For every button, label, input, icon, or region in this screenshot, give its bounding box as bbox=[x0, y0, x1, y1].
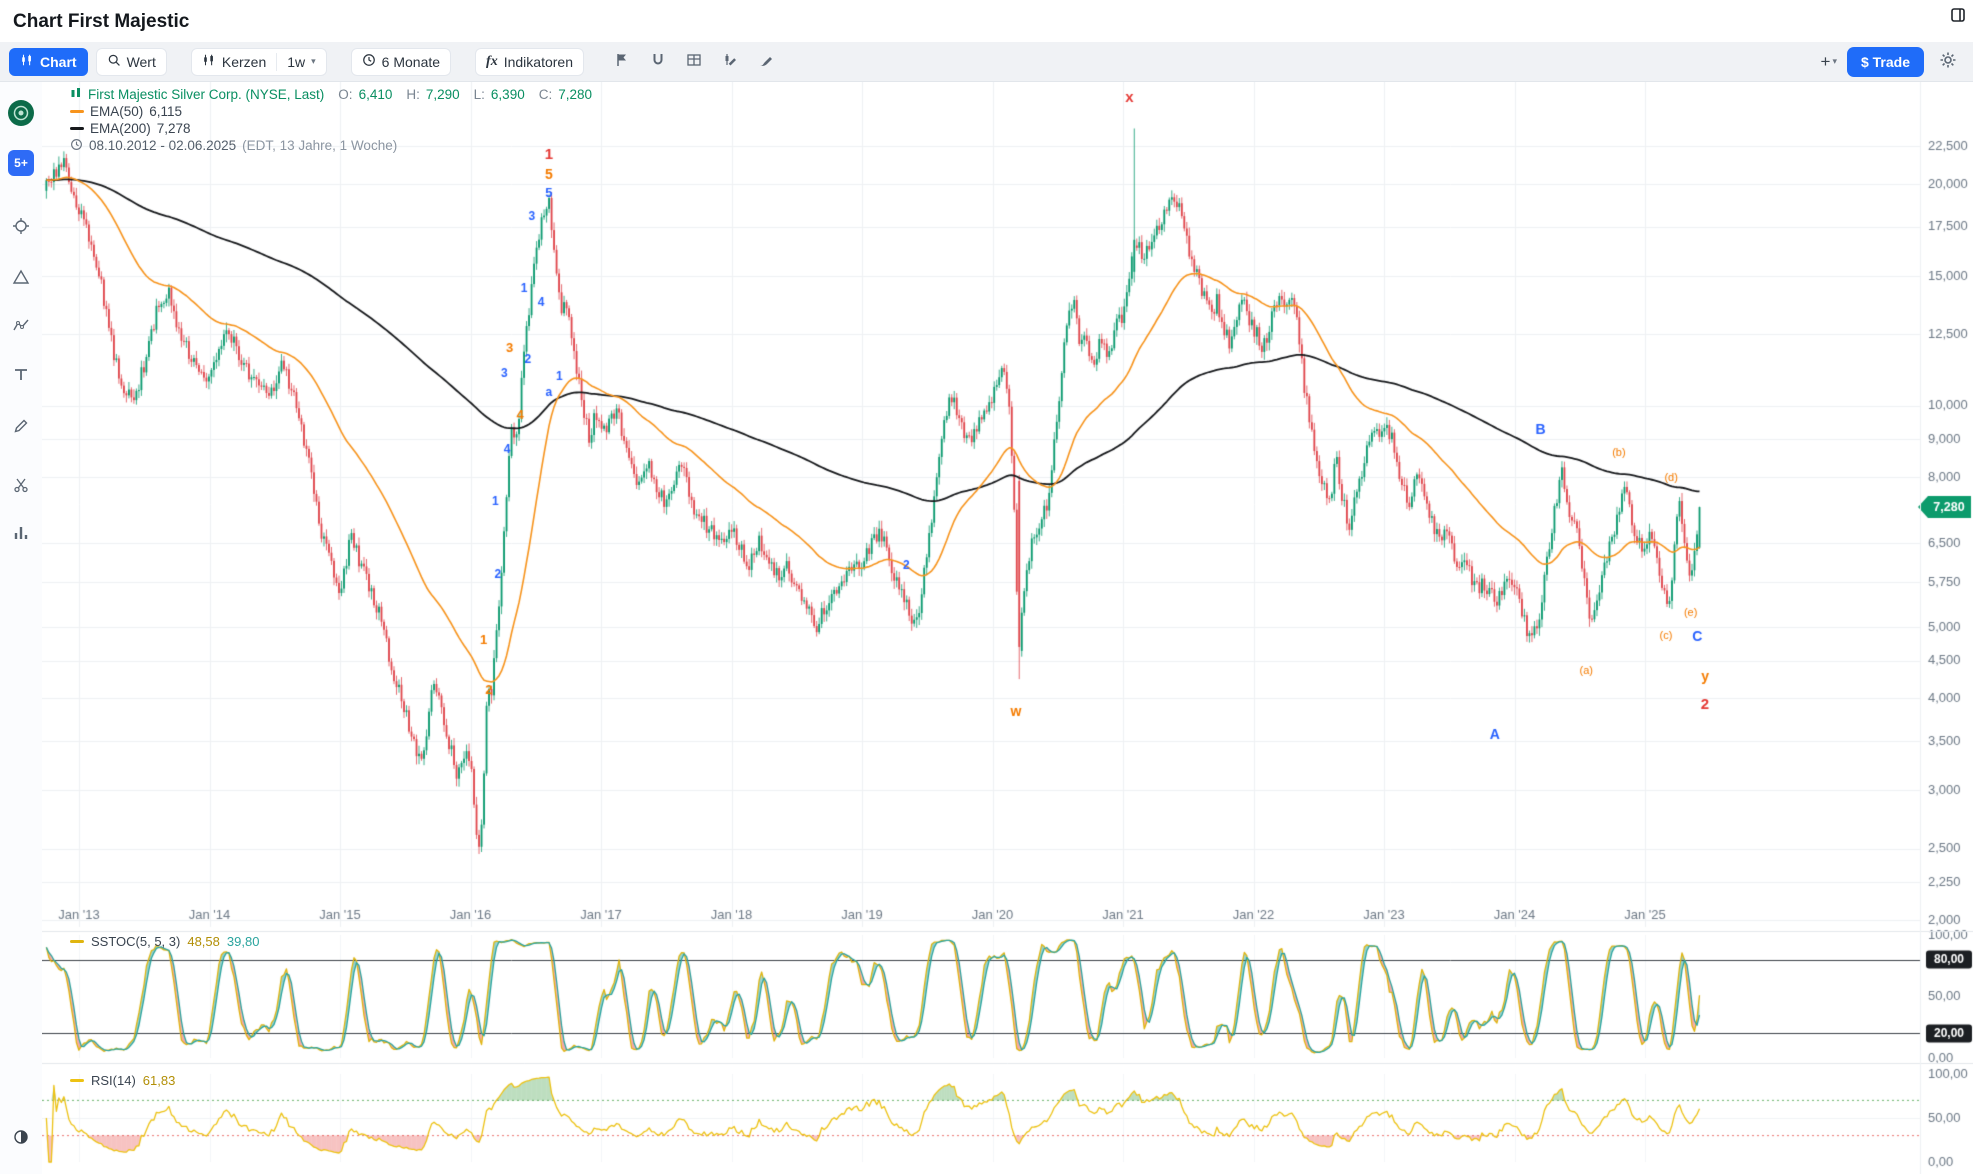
triangle-tool-button[interactable] bbox=[8, 266, 34, 292]
text-icon bbox=[12, 366, 30, 389]
rsi-legend-row[interactable]: RSI(14) 61,83 bbox=[70, 1073, 175, 1088]
ema50-legend-row[interactable]: EMA(50) 6,115 bbox=[70, 103, 592, 120]
symbol-search-button[interactable]: Wert bbox=[95, 47, 167, 76]
flag-icon bbox=[614, 52, 630, 71]
price-chart-canvas[interactable] bbox=[42, 82, 1973, 1174]
plus-icon: + bbox=[1820, 51, 1831, 71]
triangle-icon bbox=[12, 268, 30, 291]
text-tool-button[interactable] bbox=[8, 364, 34, 390]
stoch-k-value: 48,58 bbox=[187, 934, 220, 949]
crosshair-tool-button[interactable] bbox=[8, 215, 34, 241]
watchlist-count-badge[interactable]: 5+ bbox=[8, 150, 34, 176]
add-panel-button[interactable]: + ▾ bbox=[1821, 52, 1837, 72]
titlebar: Chart First Majestic bbox=[0, 0, 1973, 42]
instrument-icon bbox=[70, 87, 82, 102]
chart-type-interval-group: Kerzen 1w ▾ bbox=[190, 47, 327, 76]
table-icon-button[interactable] bbox=[680, 48, 708, 76]
trade-button[interactable]: $ Trade bbox=[1846, 46, 1924, 77]
interval-button[interactable]: 1w ▾ bbox=[277, 49, 325, 75]
stoch-legend-row[interactable]: SSTOC(5, 5, 3) 48,58 39,80 bbox=[70, 934, 259, 949]
instrument-legend-row[interactable]: First Majestic Silver Corp. (NYSE, Last)… bbox=[70, 86, 592, 103]
theme-toggle-icon bbox=[12, 1128, 30, 1151]
bar-columns-icon bbox=[12, 524, 30, 547]
layout-panel-icon[interactable] bbox=[1951, 8, 1965, 27]
clock-icon bbox=[362, 53, 376, 70]
elliott-wave-tool-button[interactable] bbox=[8, 315, 34, 341]
pencil-icon bbox=[12, 417, 30, 440]
stoch-swatch bbox=[70, 940, 84, 943]
date-range-row: 08.10.2012 - 02.06.2025 (EDT, 13 Jahre, … bbox=[70, 137, 592, 154]
interval-label: 1w bbox=[287, 53, 306, 70]
ema200-swatch bbox=[70, 127, 84, 130]
chevron-down-icon: ▾ bbox=[1832, 56, 1837, 66]
zigzag-icon bbox=[12, 317, 30, 340]
scissors-icon bbox=[12, 476, 30, 499]
candlestick-icon bbox=[20, 53, 34, 70]
toolbar-right: + ▾ $ Trade bbox=[1821, 46, 1965, 77]
chart-type-label: Kerzen bbox=[221, 53, 267, 70]
ema50-swatch bbox=[70, 110, 84, 113]
chart-legend: First Majestic Silver Corp. (NYSE, Last)… bbox=[70, 86, 592, 154]
gear-icon bbox=[1939, 51, 1957, 72]
low-value: 6,390 bbox=[490, 87, 525, 102]
indicators-button[interactable]: fx Indikatoren bbox=[475, 47, 584, 76]
cut-tool-button[interactable] bbox=[8, 474, 34, 500]
low-label: L: bbox=[473, 87, 485, 102]
chart-edit-icon-button[interactable] bbox=[716, 48, 744, 76]
page-title: Chart First Majestic bbox=[13, 11, 190, 32]
time-range-label: 6 Monate bbox=[381, 53, 441, 70]
theme-toggle-button[interactable] bbox=[8, 1126, 34, 1152]
brush-icon-button[interactable] bbox=[752, 48, 780, 76]
stoch-label: SSTOC(5, 5, 3) bbox=[91, 934, 181, 949]
instrument-logo[interactable] bbox=[8, 100, 34, 126]
high-label: H: bbox=[406, 87, 420, 102]
ema200-legend-row[interactable]: EMA(200) 7,278 bbox=[70, 120, 592, 137]
indicator-settings-button[interactable] bbox=[8, 522, 34, 548]
high-value: 7,290 bbox=[425, 87, 460, 102]
table-icon bbox=[686, 52, 702, 71]
ema200-label: EMA(200) bbox=[90, 121, 151, 136]
chart-type-button[interactable]: Kerzen bbox=[192, 49, 276, 75]
time-range-button[interactable]: 6 Monate bbox=[350, 47, 452, 76]
draw-tool-button[interactable] bbox=[8, 415, 34, 441]
flag-icon-button[interactable] bbox=[608, 48, 636, 76]
ema200-value: 7,278 bbox=[156, 121, 191, 136]
instrument-name: First Majestic Silver Corp. (NYSE, Last) bbox=[88, 87, 325, 102]
close-label: C: bbox=[538, 87, 553, 102]
open-value: 6,410 bbox=[358, 87, 393, 102]
crosshair-icon bbox=[12, 217, 30, 240]
chart-edit-icon bbox=[722, 52, 738, 71]
fx-icon: fx bbox=[486, 53, 498, 69]
date-range-suffix: (EDT, 13 Jahre, 1 Woche) bbox=[242, 138, 398, 153]
search-icon bbox=[107, 53, 121, 70]
clock-icon bbox=[70, 138, 83, 154]
indicators-label: Indikatoren bbox=[503, 53, 573, 70]
rsi-label: RSI(14) bbox=[91, 1073, 136, 1088]
settings-button[interactable] bbox=[1934, 48, 1962, 76]
brush-icon bbox=[758, 52, 774, 71]
symbol-search-label: Wert bbox=[126, 53, 156, 70]
toolbar: Chart Wert Kerzen 1w ▾ 6 Monate fx Indik… bbox=[0, 42, 1973, 82]
chart-tab-button[interactable]: Chart bbox=[9, 47, 88, 76]
candlestick-icon bbox=[202, 53, 216, 70]
close-value: 7,280 bbox=[558, 87, 593, 102]
magnet-icon bbox=[650, 52, 666, 71]
chart-area: First Majestic Silver Corp. (NYSE, Last)… bbox=[42, 82, 1973, 1174]
magnet-icon-button[interactable] bbox=[644, 48, 672, 76]
ema50-value: 6,115 bbox=[149, 104, 183, 119]
ema50-label: EMA(50) bbox=[90, 104, 144, 119]
date-range-text: 08.10.2012 - 02.06.2025 bbox=[89, 138, 237, 153]
open-label: O: bbox=[338, 87, 353, 102]
rsi-value: 61,83 bbox=[142, 1073, 176, 1088]
chevron-down-icon: ▾ bbox=[311, 56, 316, 66]
stoch-d-value: 39,80 bbox=[226, 934, 260, 949]
tools-sidebar: 5+ bbox=[0, 82, 42, 1174]
rsi-swatch bbox=[70, 1079, 84, 1082]
chart-tab-label: Chart bbox=[40, 53, 77, 70]
